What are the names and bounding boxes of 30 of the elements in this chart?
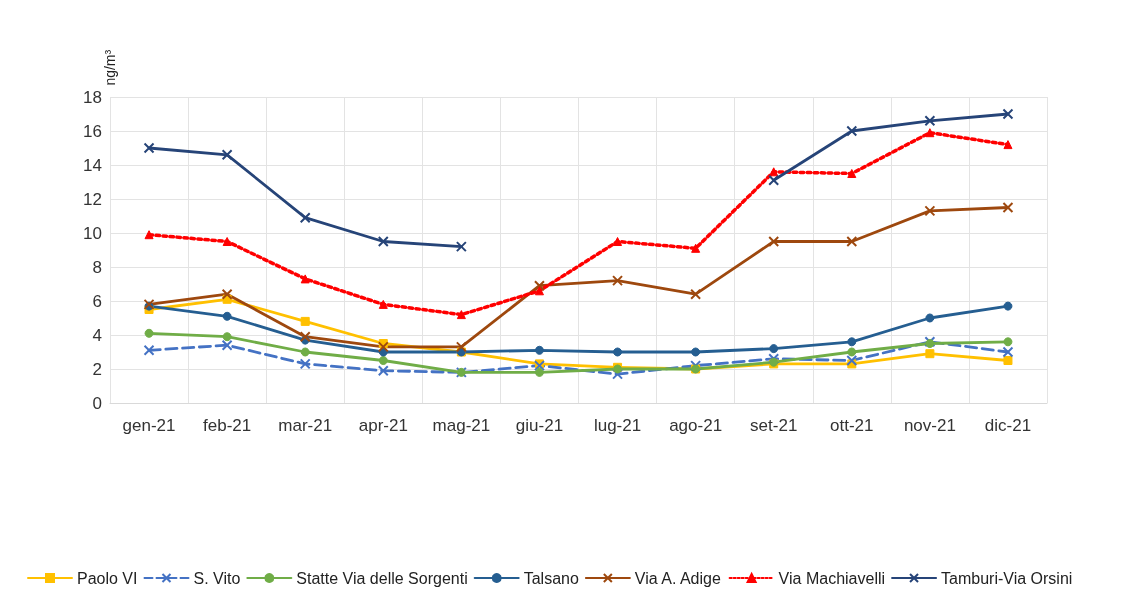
y-tick-label: 4	[92, 325, 102, 345]
legend-label: Tamburi-Via Orsini	[941, 569, 1073, 587]
legend-label: Via Machiavelli	[778, 569, 886, 587]
x-tick-label: mar-21	[278, 416, 333, 435]
x-tick-label: ott-21	[830, 416, 874, 435]
y-axis-title: ng/m³	[102, 49, 118, 86]
x-tick-label: lug-21	[593, 416, 642, 435]
y-tick-label: 16	[83, 121, 102, 141]
y-tick-label: 6	[92, 291, 102, 311]
y-tick-label: 12	[83, 189, 102, 209]
x-tick-label: giu-21	[515, 416, 564, 435]
y-tick-label: 0	[92, 393, 102, 413]
y-tick-label: 18	[83, 87, 102, 107]
x-tick-label: set-21	[750, 416, 798, 435]
legend-label: S. Vito	[193, 569, 241, 587]
y-tick-label: 14	[83, 155, 102, 175]
x-tick-label: feb-21	[203, 416, 252, 435]
x-tick-label: ago-21	[669, 416, 723, 435]
x-tick-label: nov-21	[903, 416, 956, 435]
y-tick-label: 2	[92, 359, 102, 379]
legend-label: Paolo VI	[77, 569, 138, 587]
legend-label: Talsano	[523, 569, 579, 587]
legend-label: Statte Via delle Sorgenti	[296, 569, 468, 587]
y-tick-label: 10	[83, 223, 102, 243]
x-tick-label: gen-21	[122, 416, 176, 435]
x-tick-label: apr-21	[358, 416, 408, 435]
legend-label: Via A. Adige	[634, 569, 721, 587]
y-tick-label: 8	[92, 257, 102, 277]
x-tick-label: dic-21	[984, 416, 1032, 435]
x-tick-label: mag-21	[432, 416, 491, 435]
